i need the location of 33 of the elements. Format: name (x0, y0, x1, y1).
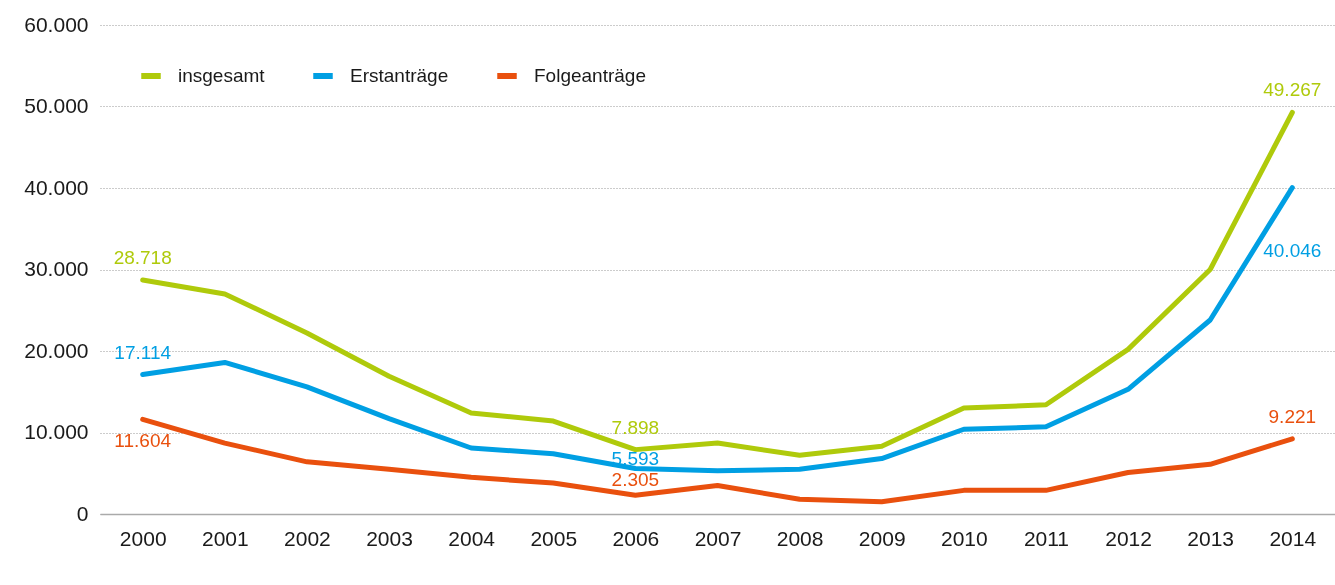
y-tick-label: 10.000 (24, 420, 89, 443)
data-label: 49.267 (1263, 79, 1322, 101)
x-tick-label: 2012 (1105, 526, 1152, 550)
data-label: 7.898 (611, 416, 660, 438)
y-tick-label: 0 (76, 501, 89, 525)
y-tick-label: 50.000 (24, 94, 89, 117)
x-tick-label: 2011 (1023, 526, 1070, 550)
legend-label: Erstanträge (350, 65, 449, 86)
x-tick-label: 2007 (694, 526, 742, 550)
data-label: 17.114 (114, 341, 172, 363)
x-tick-label: 2013 (1187, 526, 1235, 550)
y-tick-label: 30.000 (24, 257, 89, 280)
data-label: 9.221 (1268, 405, 1317, 427)
x-tick-label: 2006 (612, 526, 660, 550)
legend-label: insgesamt (178, 65, 266, 86)
x-tick-label: 2014 (1269, 526, 1317, 550)
x-tick-label: 2003 (366, 526, 413, 550)
y-tick-label: 40.000 (24, 175, 89, 199)
x-tick-label: 2009 (858, 526, 906, 550)
x-tick-label: 2001 (201, 526, 249, 550)
x-tick-label: 2000 (119, 526, 167, 550)
y-tick-label: 20.000 (24, 338, 89, 362)
x-tick-label: 2004 (448, 526, 496, 550)
y-tick-label: 60.000 (24, 12, 89, 36)
data-label: 11.604 (114, 430, 172, 452)
data-label: 28.718 (113, 246, 172, 268)
x-tick-label: 2010 (940, 526, 988, 550)
x-tick-label: 2002 (284, 526, 331, 550)
legend-label: Folgeanträge (534, 65, 646, 86)
x-tick-label: 2005 (530, 526, 578, 550)
data-label: 40.046 (1263, 240, 1322, 262)
data-label: 2.305 (611, 469, 660, 491)
x-tick-label: 2008 (776, 526, 824, 550)
